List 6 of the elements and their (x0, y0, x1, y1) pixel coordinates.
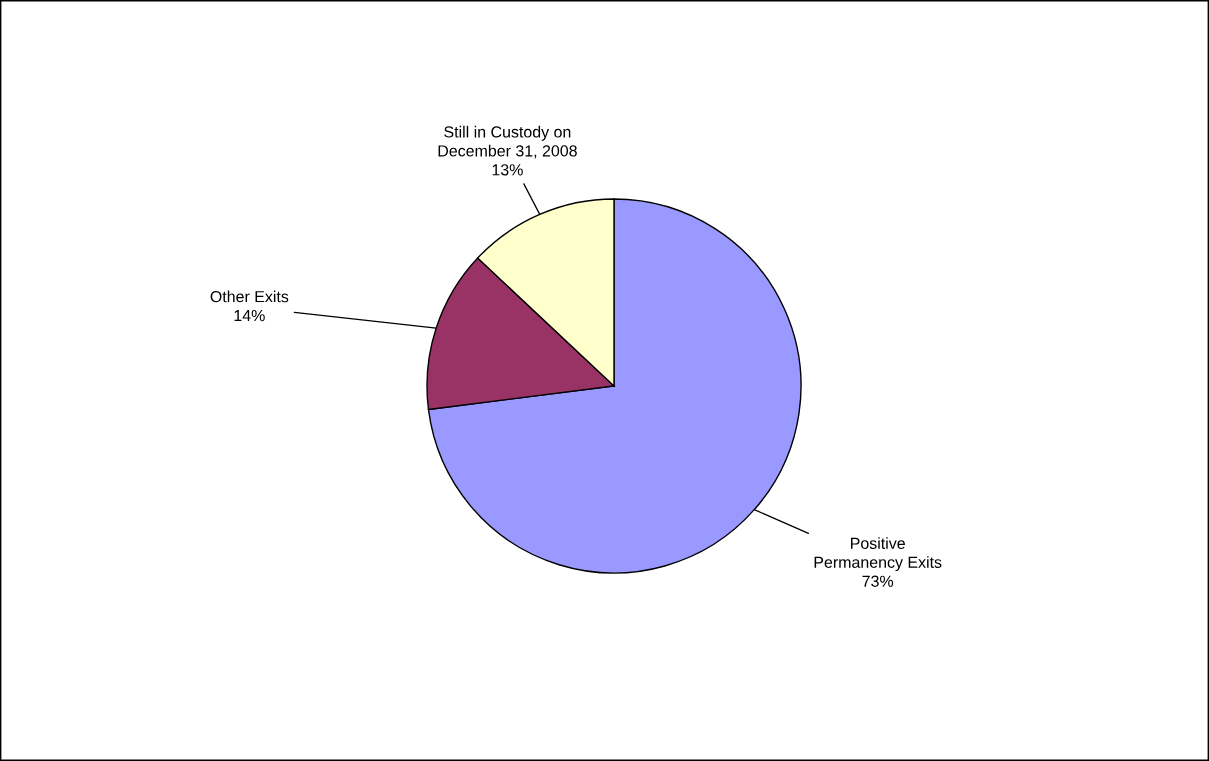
slice-label: Other Exits (210, 290, 289, 303)
data-label: 13% (492, 164, 523, 176)
slice-label: Positive Permanency Exits (814, 537, 942, 572)
slice-label: Still in Custody on December 31, 2008 (438, 125, 577, 159)
data-label: 73% (862, 575, 894, 587)
data-label: 14% (234, 309, 265, 322)
